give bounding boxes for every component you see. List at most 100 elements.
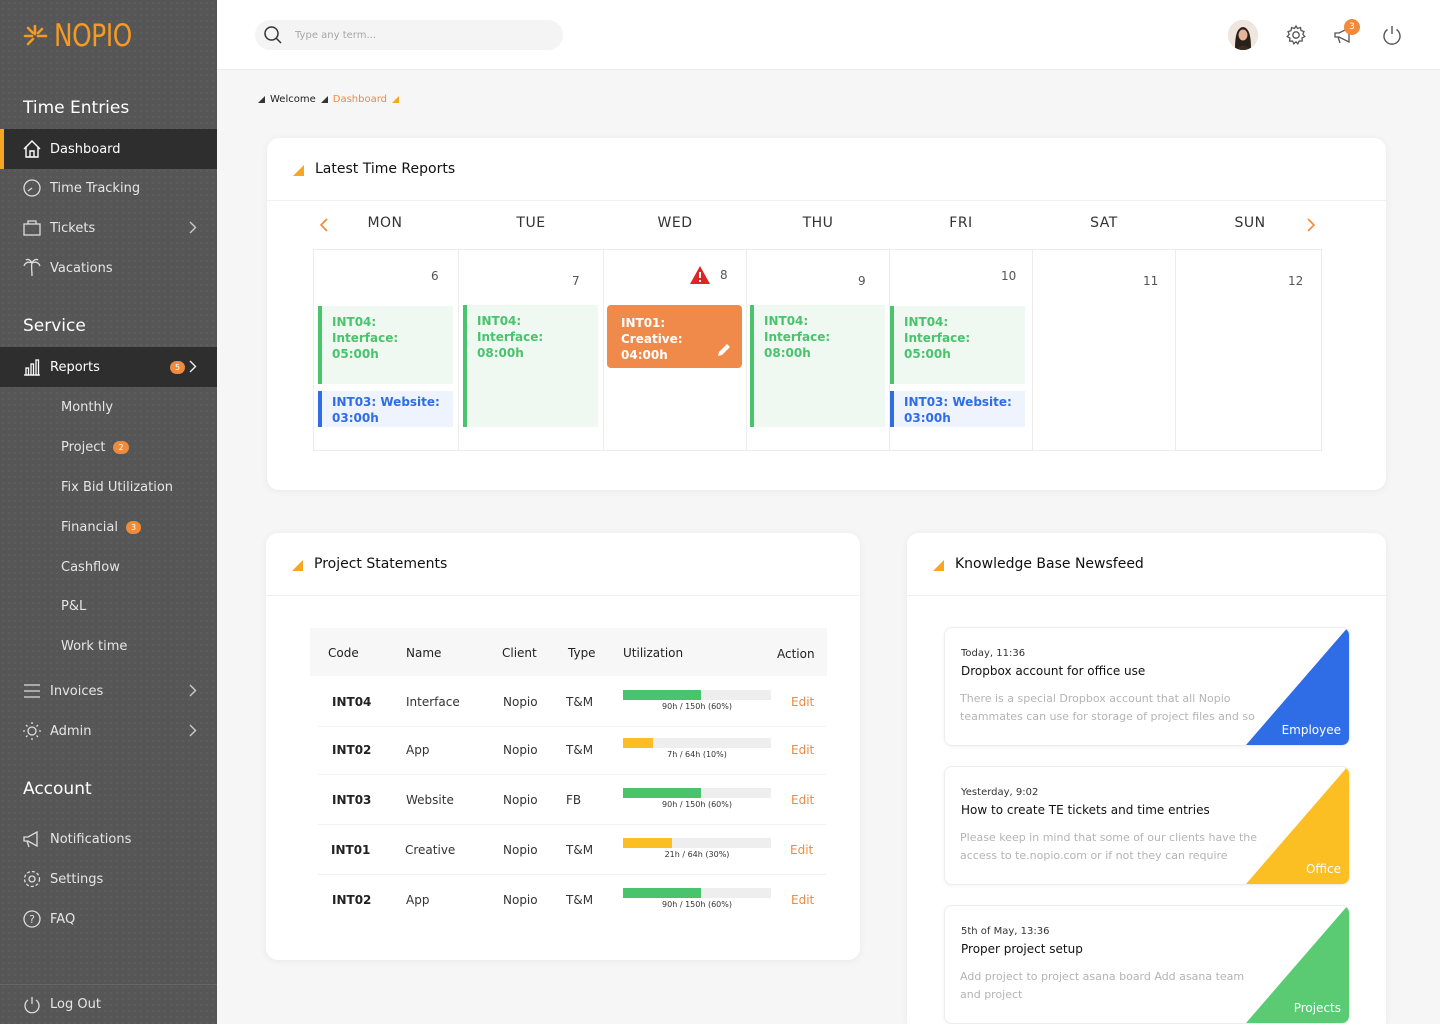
edit-link[interactable]: Edit [791, 893, 815, 907]
logo[interactable]: NOPIO [22, 16, 151, 56]
day-cell-fri[interactable] [890, 249, 1033, 451]
day-header-tue: TUE [516, 215, 546, 231]
column-header-name[interactable]: Name [406, 646, 442, 660]
sidebar-item-time-tracking[interactable]: Time Tracking [0, 168, 217, 208]
cell-code: INT01 [331, 843, 371, 857]
column-header-code[interactable]: Code [328, 646, 359, 660]
card-triangle-icon [293, 165, 304, 176]
row-divider [318, 824, 826, 825]
sidebar-item-label: Tickets [50, 220, 96, 236]
chevron-right-icon [189, 360, 197, 373]
ticket-icon [22, 218, 42, 238]
cell-code: INT02 [332, 893, 372, 907]
cell-name: App [406, 893, 430, 907]
cell-code: INT02 [332, 743, 372, 757]
avatar[interactable] [1228, 20, 1258, 50]
sidebar-item-label: FAQ [50, 911, 76, 927]
sidebar-item-label: Dashboard [50, 141, 121, 157]
sub-item-fix-bid[interactable]: Fix Bid Utilization [61, 477, 173, 497]
sidebar-item-reports[interactable]: Reports 5 [0, 347, 217, 387]
edit-link[interactable]: Edit [790, 843, 814, 857]
section-title-service: Service [23, 316, 86, 336]
sub-item-pl[interactable]: P&L [61, 596, 86, 616]
column-header-client[interactable]: Client [502, 646, 537, 660]
newsfeed-excerpt: Add project to project asana board Add a… [960, 970, 1245, 1001]
time-entry[interactable]: INT04: Interface: 08:00h [750, 305, 885, 427]
cell-client: Nopio [503, 843, 538, 857]
edit-link[interactable]: Edit [791, 793, 815, 807]
sub-item-cashflow[interactable]: Cashflow [61, 557, 120, 577]
sidebar: NOPIO Time Entries Dashboard Time Tracki… [0, 0, 217, 1024]
cell-type: T&M [566, 743, 594, 757]
sidebar-item-faq[interactable]: ? FAQ [0, 899, 217, 939]
breadcrumb-welcome[interactable]: Welcome [270, 94, 316, 105]
day-header-thu: THU [802, 215, 834, 231]
category-tag[interactable]: Employee [1281, 723, 1341, 737]
breadcrumb-triangle-icon [258, 96, 265, 103]
divider [267, 200, 1386, 201]
column-header-type[interactable]: Type [568, 646, 596, 660]
cell-type: FB [566, 793, 582, 807]
pencil-icon[interactable] [716, 342, 732, 358]
divider [266, 595, 860, 596]
day-cell-tue[interactable] [459, 249, 604, 451]
day-cell-sun[interactable] [1176, 249, 1322, 451]
sidebar-item-dashboard[interactable]: Dashboard [0, 129, 217, 169]
sidebar-item-invoices[interactable]: Invoices [0, 671, 217, 711]
search-input[interactable] [295, 29, 535, 41]
day-cell-sat[interactable] [1033, 249, 1176, 451]
sub-item-work-time[interactable]: Work time [61, 636, 127, 656]
sub-item-monthly[interactable]: Monthly [61, 397, 113, 417]
cell-type: T&M [566, 893, 594, 907]
cell-client: Nopio [503, 893, 538, 907]
sub-item-project[interactable]: Project 2 [61, 437, 129, 457]
sidebar-item-settings[interactable]: Settings [0, 859, 217, 899]
time-entry[interactable]: INT04: Interface: 05:00h [318, 306, 453, 384]
category-tag[interactable]: Office [1305, 862, 1341, 876]
megaphone-icon[interactable] [1333, 24, 1355, 46]
newsfeed-item[interactable]: 5th of May, 13:36 Proper project setup A… [944, 905, 1350, 1024]
newsfeed-item[interactable]: Today, 11:36 Dropbox account for office … [944, 627, 1350, 746]
date-number: 10 [1001, 269, 1017, 283]
sub-item-financial[interactable]: Financial 3 [61, 517, 142, 537]
edit-link[interactable]: Edit [791, 695, 815, 709]
newsfeed-item[interactable]: Yesterday, 9:02 How to create TE tickets… [944, 766, 1350, 885]
svg-text:?: ? [29, 913, 35, 926]
sidebar-item-notifications[interactable]: Notifications [0, 819, 217, 859]
sidebar-item-label: Log Out [50, 997, 101, 1012]
breadcrumb: Welcome Dashboard [258, 94, 401, 105]
chevron-right-icon[interactable] [1307, 218, 1316, 232]
newsfeed-date: 5th of May, 13:36 [961, 926, 1050, 937]
utilization-bar [623, 738, 771, 748]
time-entry[interactable]: INT01: Creative: 04:00h [607, 305, 742, 368]
sidebar-item-admin[interactable]: Admin [0, 711, 217, 751]
chevron-left-icon[interactable] [319, 218, 328, 232]
newsfeed-date: Today, 11:36 [961, 648, 1026, 659]
card-triangle-icon [933, 560, 944, 571]
sidebar-item-tickets[interactable]: Tickets [0, 208, 217, 248]
cell-client: Nopio [503, 695, 538, 709]
day-cell-mon[interactable] [313, 249, 459, 451]
chevron-right-icon [189, 221, 197, 234]
sidebar-item-logout[interactable]: Log Out [0, 984, 217, 1024]
newsfeed-excerpt: Please keep in mind that some of our cli… [960, 831, 1258, 862]
time-entry[interactable]: INT04: Interface: 08:00h [463, 305, 598, 427]
power-icon[interactable] [1381, 24, 1403, 46]
date-number: 11 [1143, 274, 1159, 288]
column-header-utilization[interactable]: Utilization [623, 646, 684, 660]
time-entry[interactable]: INT04: Interface: 05:00h [890, 306, 1025, 384]
day-cell-wed[interactable] [604, 249, 747, 451]
category-tag[interactable]: Projects [1293, 1001, 1341, 1015]
breadcrumb-dashboard[interactable]: Dashboard [332, 94, 388, 105]
search-icon[interactable] [263, 25, 283, 45]
category-corner [1246, 767, 1349, 884]
time-entry[interactable]: INT03: Website: 03:00h [318, 391, 453, 427]
time-entry[interactable]: INT03: Website: 03:00h [890, 391, 1025, 427]
search-bar [255, 20, 563, 50]
sub-item-label: Fix Bid Utilization [61, 479, 174, 495]
gear-icon[interactable] [1285, 24, 1307, 46]
edit-link[interactable]: Edit [791, 743, 815, 757]
cell-name: Creative [405, 843, 456, 857]
day-cell-thu[interactable] [747, 249, 890, 451]
sidebar-item-vacations[interactable]: Vacations [0, 248, 217, 288]
